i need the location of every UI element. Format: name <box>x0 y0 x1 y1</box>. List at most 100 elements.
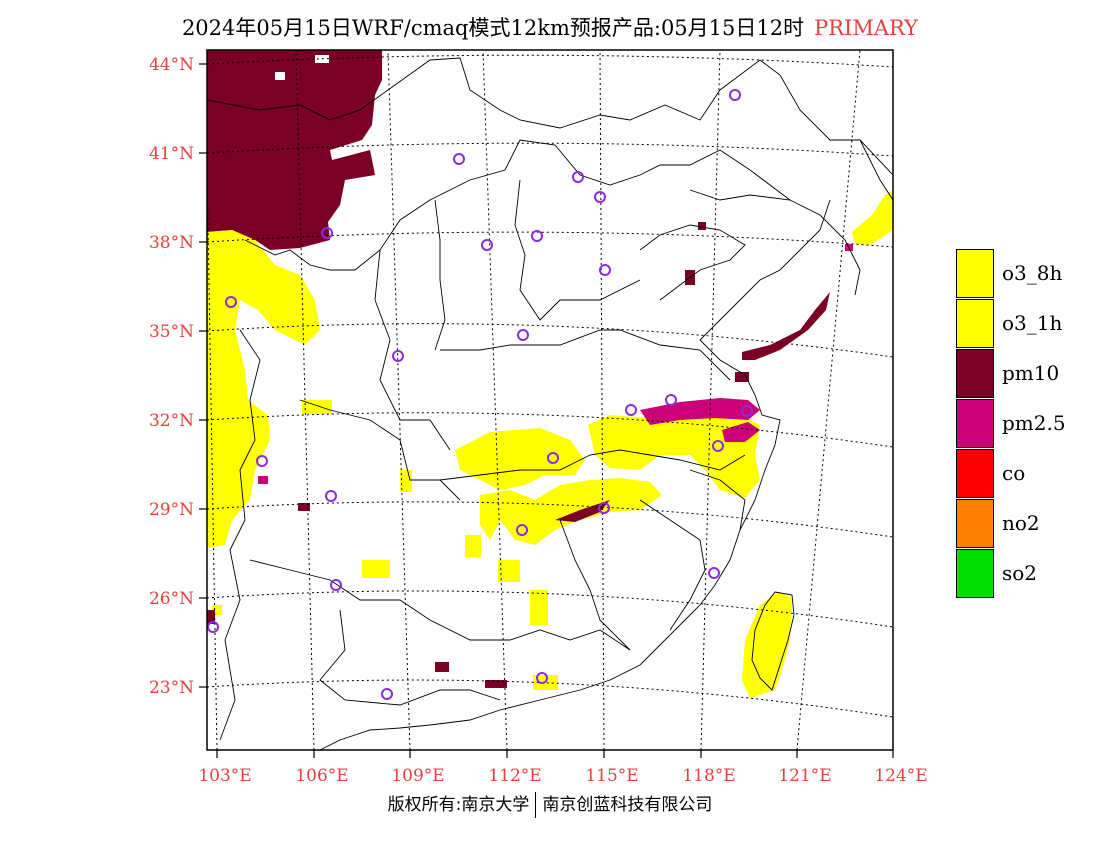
footer-divider <box>535 792 537 818</box>
stations <box>207 89 753 700</box>
border-north <box>207 57 893 176</box>
lat-labels: 44°N 41°N 38°N 35°N 32°N 29°N 26°N 23°N <box>149 55 194 698</box>
coastline-bohai <box>639 224 746 301</box>
border-zhejiang <box>689 469 746 531</box>
title-tag: PRIMARY <box>814 16 919 40</box>
border-shaanxi <box>374 249 451 451</box>
o3-patch <box>362 560 390 578</box>
lon-label: 118°E <box>682 766 735 786</box>
meridian-118 <box>700 50 721 750</box>
station-marker <box>330 579 342 591</box>
border-henan <box>440 329 731 381</box>
legend-label: so2 <box>1002 561 1038 585</box>
legend-swatch <box>956 299 994 348</box>
legend-label: co <box>1002 461 1026 485</box>
title-text: 2024年05月15日WRF/cmaq模式12km预报产品:05月15日12时 <box>181 16 805 40</box>
legend-label: no2 <box>1002 511 1040 535</box>
o3-region-taiwan <box>742 592 792 698</box>
o3-region-central <box>455 428 585 490</box>
lon-label: 121°E <box>778 766 831 786</box>
border-inner-mongolia <box>244 139 791 271</box>
meridian-112 <box>482 50 508 750</box>
legend-swatch <box>956 349 994 398</box>
lat-label: 29°N <box>149 500 194 520</box>
border-yangtze <box>439 449 746 481</box>
pm10-patch <box>735 372 749 382</box>
station-marker <box>325 490 337 502</box>
border-shanxi <box>434 199 446 351</box>
border-hebei <box>514 179 641 321</box>
border-fujian <box>639 499 706 631</box>
o3-patch <box>530 590 548 625</box>
lat-label: 32°N <box>149 411 194 431</box>
pm10-patch <box>435 662 449 672</box>
pm10-patch <box>298 503 310 511</box>
coastline-east <box>319 199 831 750</box>
station-marker <box>741 405 753 417</box>
lat-label: 23°N <box>149 678 194 698</box>
pm10-patch <box>485 680 507 688</box>
clear-patch <box>275 72 285 80</box>
station-marker <box>572 171 584 183</box>
station-marker <box>517 329 529 341</box>
station-marker <box>729 89 741 101</box>
meridian-103 <box>207 137 218 750</box>
pm10-patch <box>207 610 215 624</box>
pm25-belt-shanghai <box>722 422 760 442</box>
map-title: 2024年05月15日WRF/cmaq模式12km预报产品:05月15日12时 P… <box>0 12 1100 42</box>
legend-swatch <box>956 549 994 598</box>
boundaries <box>207 57 893 750</box>
station-marker <box>594 191 606 203</box>
legend-swatch <box>956 499 994 548</box>
station-marker <box>453 153 465 165</box>
copyright-owner: 版权所有:南京大学 <box>387 795 530 815</box>
station-marker <box>321 227 333 239</box>
lat-label: 26°N <box>149 589 194 609</box>
o3-region-east <box>588 412 760 498</box>
legend-swatch <box>956 249 994 298</box>
copyright-footer: 版权所有:南京大学 南京创蓝科技有限公司 <box>0 790 1100 818</box>
lat-label: 44°N <box>149 55 194 75</box>
pm10-region-northwest <box>207 50 382 250</box>
station-marker <box>531 230 543 242</box>
station-marker <box>225 296 237 308</box>
station-marker <box>481 239 493 251</box>
o3-patch <box>212 605 222 615</box>
o3-patch <box>465 535 481 557</box>
taiwan-outline <box>751 591 795 691</box>
legend-label: o3_8h <box>1002 261 1063 285</box>
station-marker <box>547 452 559 464</box>
pm10-patch <box>698 222 706 230</box>
border-south <box>249 559 631 651</box>
meridian-121 <box>796 50 861 750</box>
station-marker <box>625 404 637 416</box>
lon-label: 103°E <box>198 766 251 786</box>
lat-label: 35°N <box>149 322 194 342</box>
graticule <box>207 50 893 750</box>
lon-labels: 103°E 106°E 109°E 112°E 115°E 118°E 121°… <box>198 766 927 786</box>
lon-label: 106°E <box>295 766 348 786</box>
pm25-patch <box>258 476 268 484</box>
o3-region-central-south <box>480 478 662 545</box>
border-guangxi <box>319 609 501 706</box>
meridian-115 <box>599 50 605 750</box>
station-marker <box>536 672 548 684</box>
station-marker <box>598 502 610 514</box>
meridian-109 <box>387 50 411 750</box>
lon-label: 115°E <box>585 766 638 786</box>
lat-label: 38°N <box>149 233 194 253</box>
lon-label: 109°E <box>391 766 444 786</box>
o3-patch <box>498 560 520 582</box>
legend-swatch <box>956 399 994 448</box>
station-marker <box>599 264 611 276</box>
pm10-belt-hunan <box>555 500 610 522</box>
border-jiangxi <box>559 519 631 651</box>
map-content <box>207 50 893 750</box>
meridian-106 <box>295 50 315 750</box>
station-marker <box>712 440 724 452</box>
station-marker <box>207 621 219 633</box>
lat-label: 41°N <box>149 144 194 164</box>
map-frame <box>206 49 894 751</box>
station-marker <box>381 688 393 700</box>
